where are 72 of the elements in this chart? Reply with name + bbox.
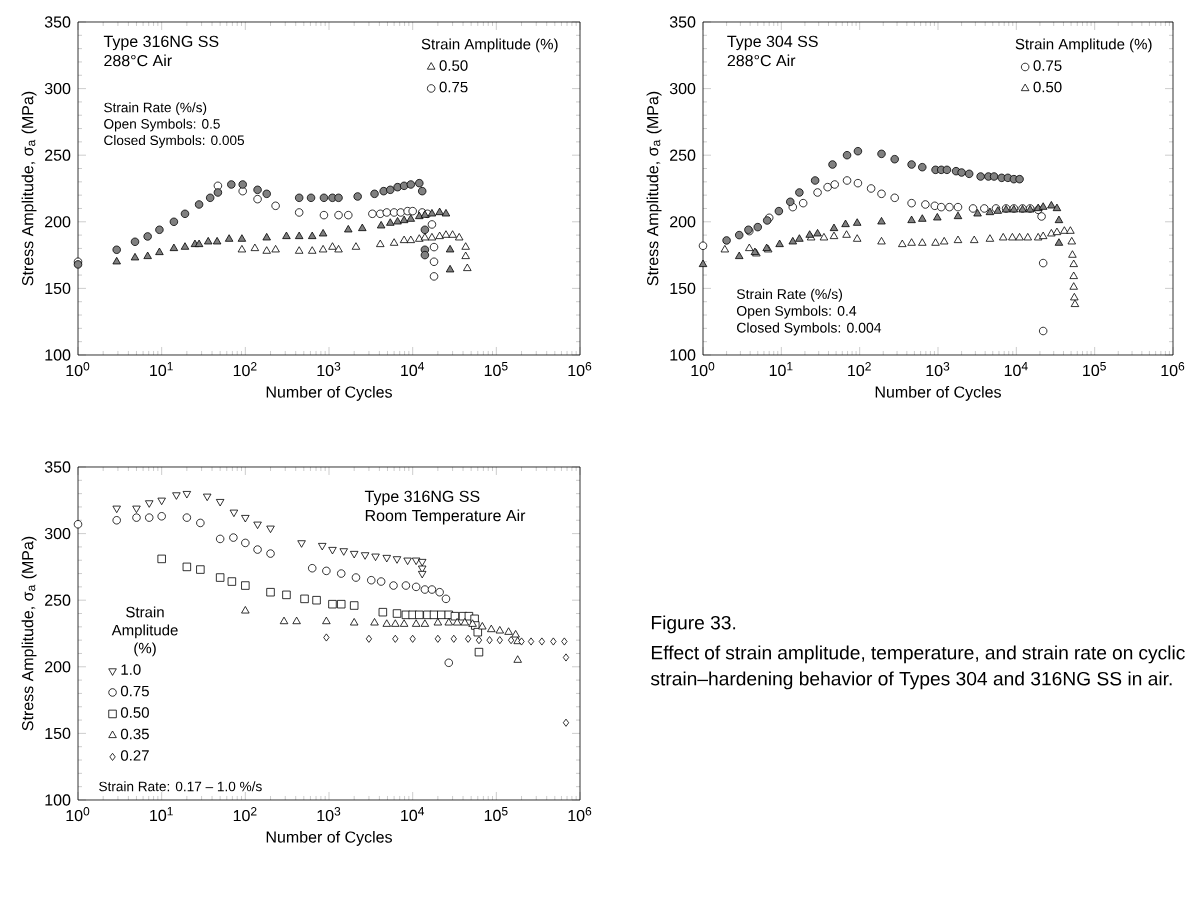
legend-label: 0.50	[1033, 81, 1062, 93]
y-tick-label: 200	[45, 661, 71, 673]
y-tick-label: 150	[670, 282, 696, 295]
legend-label: 1.0	[121, 664, 141, 675]
x-axis-title: Number of Cycles	[266, 385, 392, 401]
annotation: Strain Rate: 0.17 – 1.0 %/s	[99, 781, 262, 792]
x-tick-label: 10$^{3}$	[317, 362, 341, 377]
legend-label: 0.75	[1033, 60, 1062, 71]
annotation: Type 304 SS	[727, 35, 818, 51]
y-tick-label: 150	[45, 282, 71, 295]
y-axis-title: Stress Amplitude, σ$_{a}$ (MPa)	[21, 536, 37, 731]
x-tick-label: 10$^{2}$	[233, 807, 257, 822]
annotation: Open Symbols: 0.4	[736, 305, 857, 319]
x-tick-label: 10$^{5}$	[1083, 362, 1106, 377]
x-tick-label: 10$^{5}$	[484, 807, 508, 822]
x-tick-label: 10$^{2}$	[233, 362, 257, 377]
y-tick-label: 300	[44, 527, 71, 540]
y-tick-label: 100	[670, 349, 696, 361]
x-tick-label: 10$^{0}$	[66, 807, 90, 822]
x-tick-label: 10$^{3}$	[926, 362, 950, 377]
y-axis-title: Stress Amplitude, σ$_{a}$ (MPa)	[21, 91, 37, 286]
y-tick-label: 150	[45, 727, 71, 740]
legend-label: 0.35	[120, 728, 149, 740]
annotation: Open Symbols: 0.5	[104, 118, 220, 132]
y-tick-label: 100	[45, 794, 71, 806]
x-tick-label: 10$^{0}$	[66, 362, 90, 377]
x-tick-label: 10$^{3}$	[317, 807, 341, 822]
annotation: Strain Rate (%/s)	[104, 102, 207, 115]
x-tick-label: 10$^{5}$	[484, 362, 508, 377]
y-tick-label: 350	[44, 461, 71, 473]
x-tick-label: 10$^{6}$	[568, 362, 592, 377]
y-tick-label: 250	[45, 149, 71, 161]
y-tick-label: 300	[44, 82, 71, 95]
y-axis-title: Stress Amplitude, σ$_{a}$ (MPa)	[646, 91, 662, 286]
annotation: Closed Symbols: 0.005	[104, 135, 245, 148]
annotation: Type 316NG SS	[364, 490, 480, 506]
legend-label: 0.27	[120, 750, 149, 761]
text: Effect of strain amplitude, temperature, and strain rate on cyclic strain–hardening behavior of Types 304 and 316NG SS in air.	[650, 645, 1185, 690]
x-tick-label: 10$^{6}$	[568, 807, 592, 822]
x-tick-label: 10$^{2}$	[848, 362, 871, 377]
annotation: Closed Symbols: 0.004	[737, 322, 882, 336]
text: Figure 33.	[651, 615, 736, 634]
annotation: Room Temperature Air	[365, 509, 526, 525]
legend-title: Strain Amplitude (%)	[111, 606, 178, 657]
legend-title: Strain Amplitude (%)	[1015, 38, 1152, 53]
y-tick-label: 300	[669, 82, 696, 95]
legend-label: 0.50	[439, 60, 468, 71]
legend-title: Strain Amplitude (%)	[421, 38, 558, 53]
y-tick-label: 100	[45, 349, 71, 361]
y-tick-label: 350	[44, 16, 71, 28]
legend-label: 0.50	[120, 707, 149, 718]
legend-label: 0.75	[120, 685, 149, 697]
annotation: Strain Rate (%/s)	[736, 288, 843, 302]
x-tick-label: 10$^{1}$	[769, 362, 793, 377]
y-tick-label: 200	[45, 216, 71, 228]
x-tick-label: 10$^{0}$	[691, 362, 715, 377]
y-tick-label: 250	[45, 594, 71, 606]
legend-label: 0.75	[439, 81, 468, 93]
y-tick-label: 250	[670, 149, 696, 161]
y-tick-label: 350	[669, 16, 696, 28]
x-tick-label: 10$^{4}$	[401, 362, 425, 377]
x-tick-label: 10$^{1}$	[150, 807, 173, 822]
x-tick-label: 10$^{4}$	[1004, 362, 1028, 377]
annotation: 288°C Air	[104, 54, 172, 67]
x-axis-title: Number of Cycles	[266, 830, 392, 846]
x-axis-title: Number of Cycles	[875, 385, 1001, 401]
x-tick-label: 10$^{1}$	[150, 362, 173, 377]
x-tick-label: 10$^{6}$	[1161, 362, 1185, 377]
annotation: Type 316NG SS	[103, 35, 219, 51]
x-tick-label: 10$^{4}$	[401, 807, 425, 822]
y-tick-label: 200	[670, 216, 696, 228]
annotation: 288°C Air	[727, 54, 796, 67]
